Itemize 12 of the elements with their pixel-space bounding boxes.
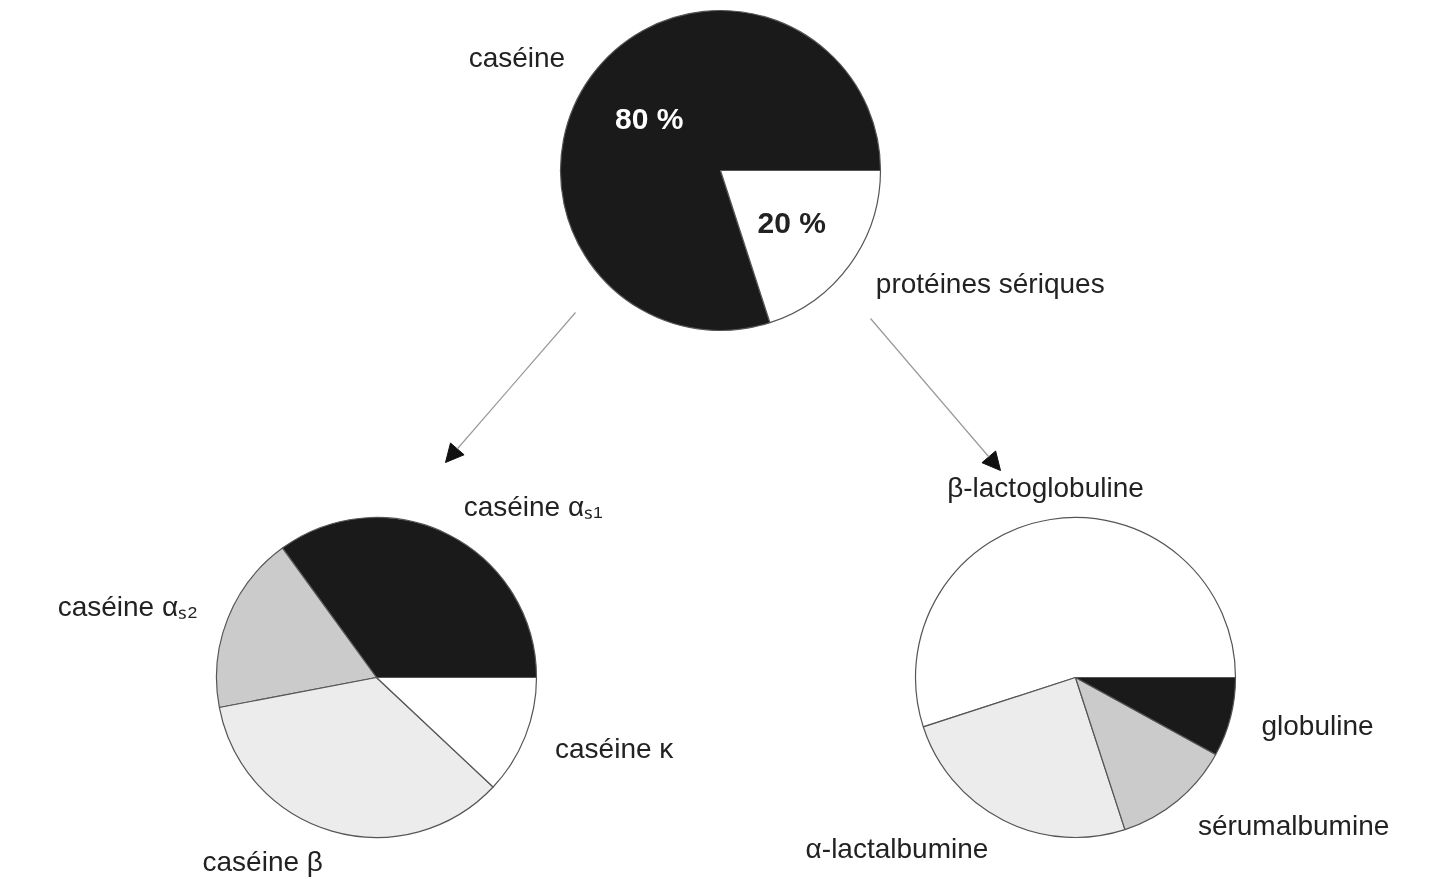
slice-label: α-lactalbumine bbox=[805, 833, 989, 865]
data-label: 20 % bbox=[757, 205, 826, 239]
data-label: 80 % bbox=[615, 102, 684, 136]
legend-label: caséine αₛ₁ bbox=[463, 490, 603, 522]
slice-label: globuline bbox=[1261, 709, 1374, 741]
slice-label: β-lactoglobuline bbox=[947, 472, 1144, 504]
slice-label: sérumalbumine bbox=[1197, 809, 1390, 841]
slice-label: protéines sériques bbox=[875, 267, 1105, 299]
slice-label: caséine αₛ₂ bbox=[57, 591, 198, 623]
slice-label: caséine β bbox=[202, 846, 323, 878]
slice-label: caséine κ bbox=[555, 732, 675, 764]
slice-label: caséine bbox=[468, 42, 566, 74]
